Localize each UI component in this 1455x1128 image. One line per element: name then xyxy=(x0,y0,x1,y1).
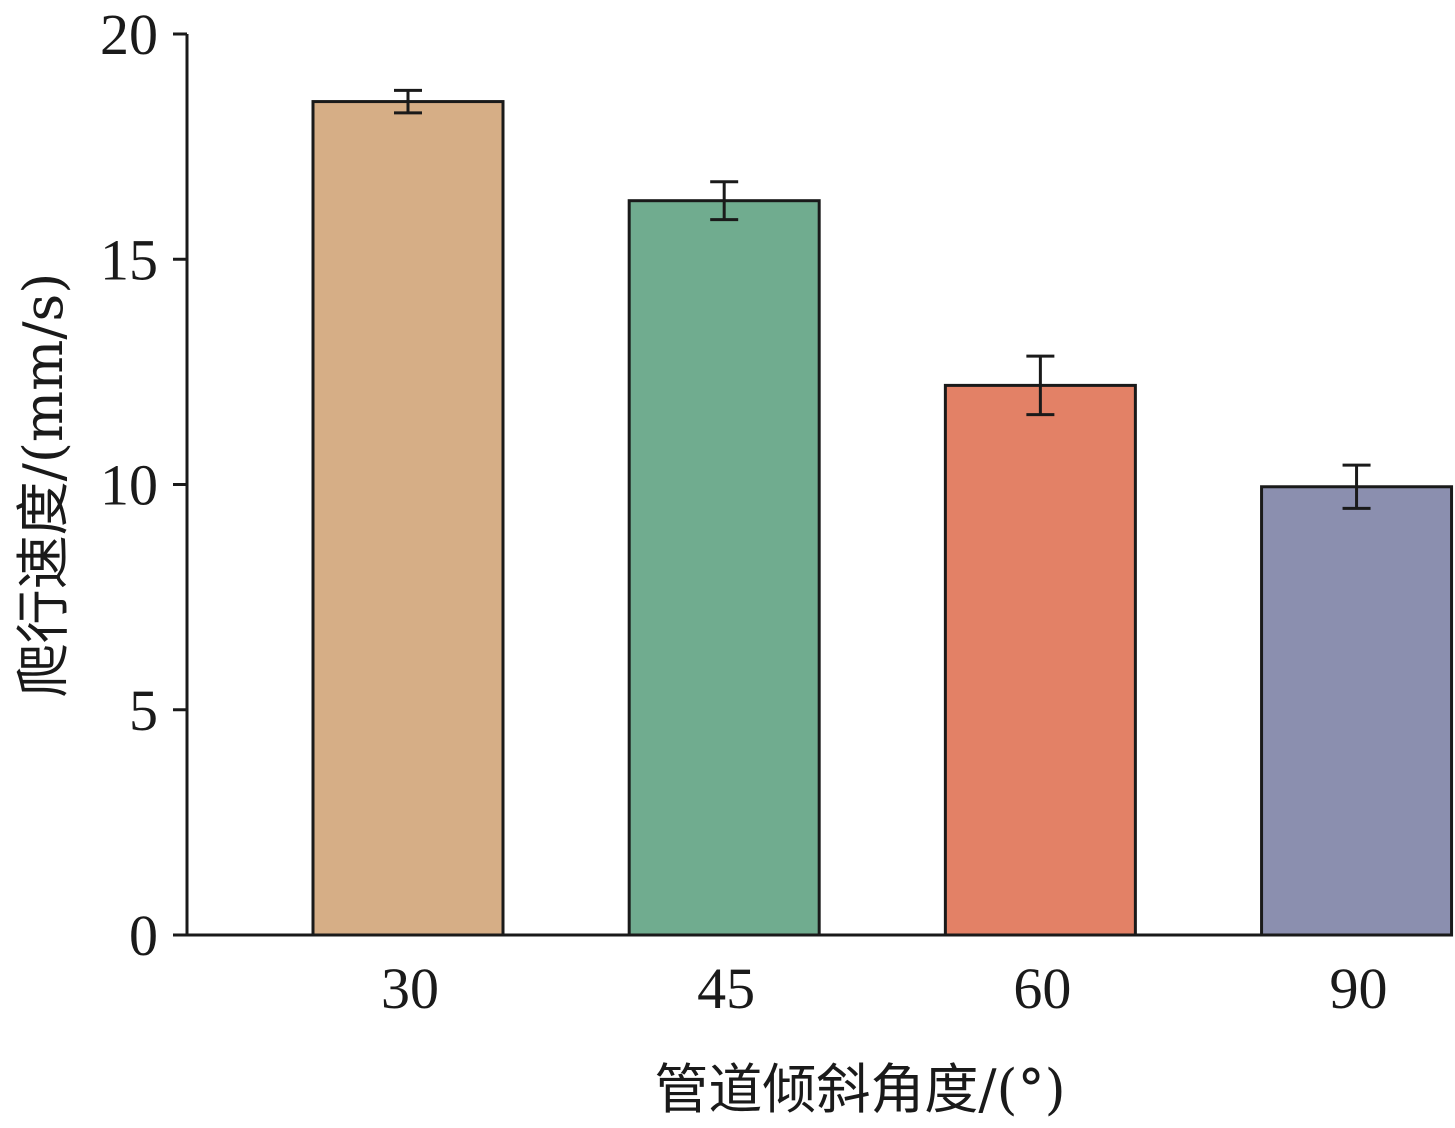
x-tick-label-30: 30 xyxy=(381,956,439,1021)
x-tick-label-45: 45 xyxy=(697,956,755,1021)
bars-group xyxy=(311,100,1454,937)
x-tick-label-60: 60 xyxy=(1013,956,1071,1021)
y-tick-label-0: 0 xyxy=(129,903,158,968)
x-ticks-group: 30 45 60 90 xyxy=(381,956,1388,1021)
y-tick-label-15: 15 xyxy=(100,227,158,292)
y-axis-title: 爬行速度/(mm/s) xyxy=(12,273,75,698)
y-ticks-group: 0 5 10 15 20 xyxy=(100,2,187,968)
bar-60 xyxy=(943,383,1137,937)
x-tick-label-90: 90 xyxy=(1330,956,1388,1021)
error-bars-group xyxy=(394,88,1371,510)
y-tick-label-5: 5 xyxy=(129,678,158,743)
bar-30 xyxy=(311,100,505,937)
bar-90 xyxy=(1260,485,1454,937)
x-axis-title: 管道倾斜角度/(°) xyxy=(654,1058,1065,1121)
y-tick-label-20: 20 xyxy=(100,2,158,67)
y-tick-label-10: 10 xyxy=(100,453,158,518)
bar-45 xyxy=(627,199,821,937)
